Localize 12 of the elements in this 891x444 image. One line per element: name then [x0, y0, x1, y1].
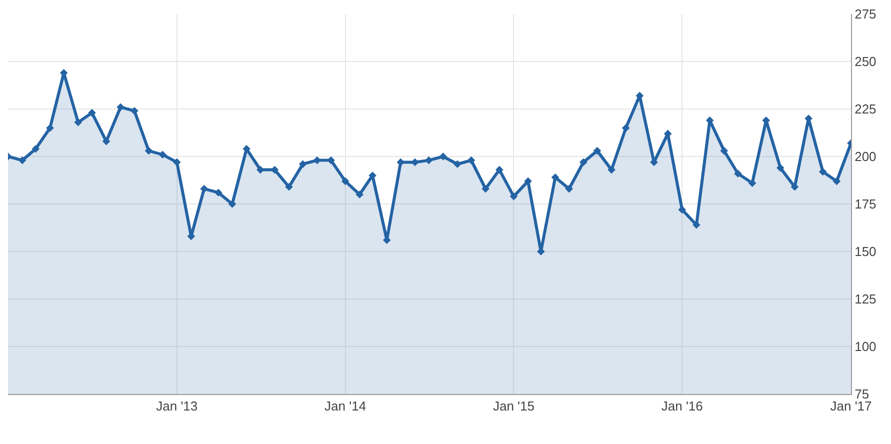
y-tick-label: 175 [854, 196, 876, 212]
y-tick-label: 275 [854, 6, 876, 22]
y-tick-label: 250 [854, 54, 876, 70]
x-tick-label: Jan '15 [492, 398, 534, 414]
x-tick-label: Jan '14 [324, 398, 366, 414]
y-tick-label: 150 [854, 244, 876, 260]
x-tick-label: Jan '13 [156, 398, 198, 414]
y-tick-label: 225 [854, 102, 876, 117]
y-tick-label: 200 [854, 149, 876, 164]
y-tick-label: 100 [854, 339, 876, 354]
y-tick-label: 125 [854, 292, 876, 307]
x-tick-label: Jan '16 [661, 398, 703, 414]
